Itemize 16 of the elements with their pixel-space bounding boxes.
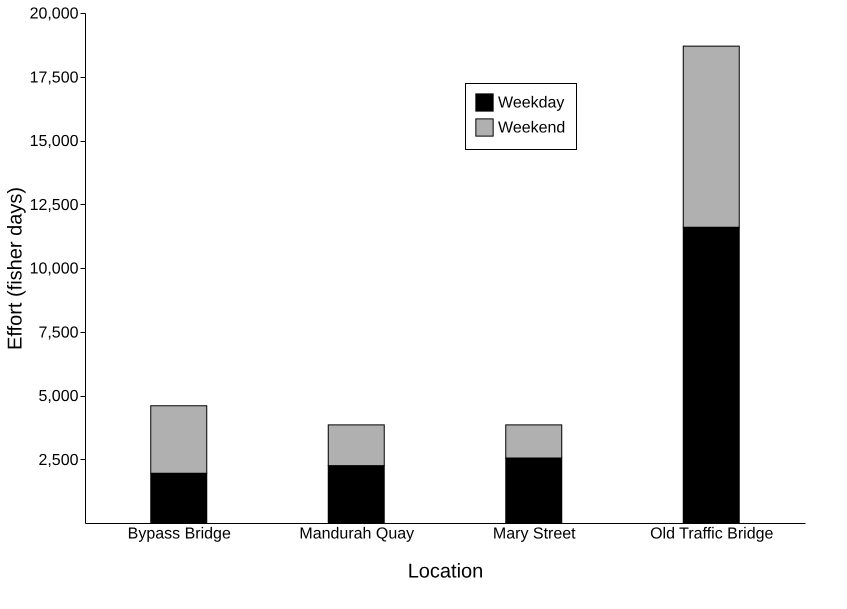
y-tick-label: 17,500: [30, 69, 79, 86]
legend-label: Weekday: [498, 94, 564, 112]
y-tick-label: 10,000: [30, 260, 79, 278]
x-tick-label: Mary Street: [492, 526, 576, 542]
y-tick-label: 20,000: [30, 6, 79, 22]
y-tick-label: 5,000: [38, 388, 79, 405]
y-tick-label: 7,500: [38, 324, 79, 342]
x-tick-label: Mandurah Quay: [299, 526, 414, 542]
y-axis-title: Effort (fisher days): [4, 186, 27, 350]
x-tick-label: Old Traffic Bridge: [650, 526, 774, 542]
y-tick-label: 12,500: [30, 196, 79, 214]
x-axis-title: Location: [408, 560, 484, 582]
x-tick-label: Bypass Bridge: [128, 526, 231, 542]
legend-label: Weekend: [498, 120, 566, 136]
y-tick-label: 15,000: [30, 133, 79, 150]
y-tick-label: 2,500: [38, 452, 79, 469]
